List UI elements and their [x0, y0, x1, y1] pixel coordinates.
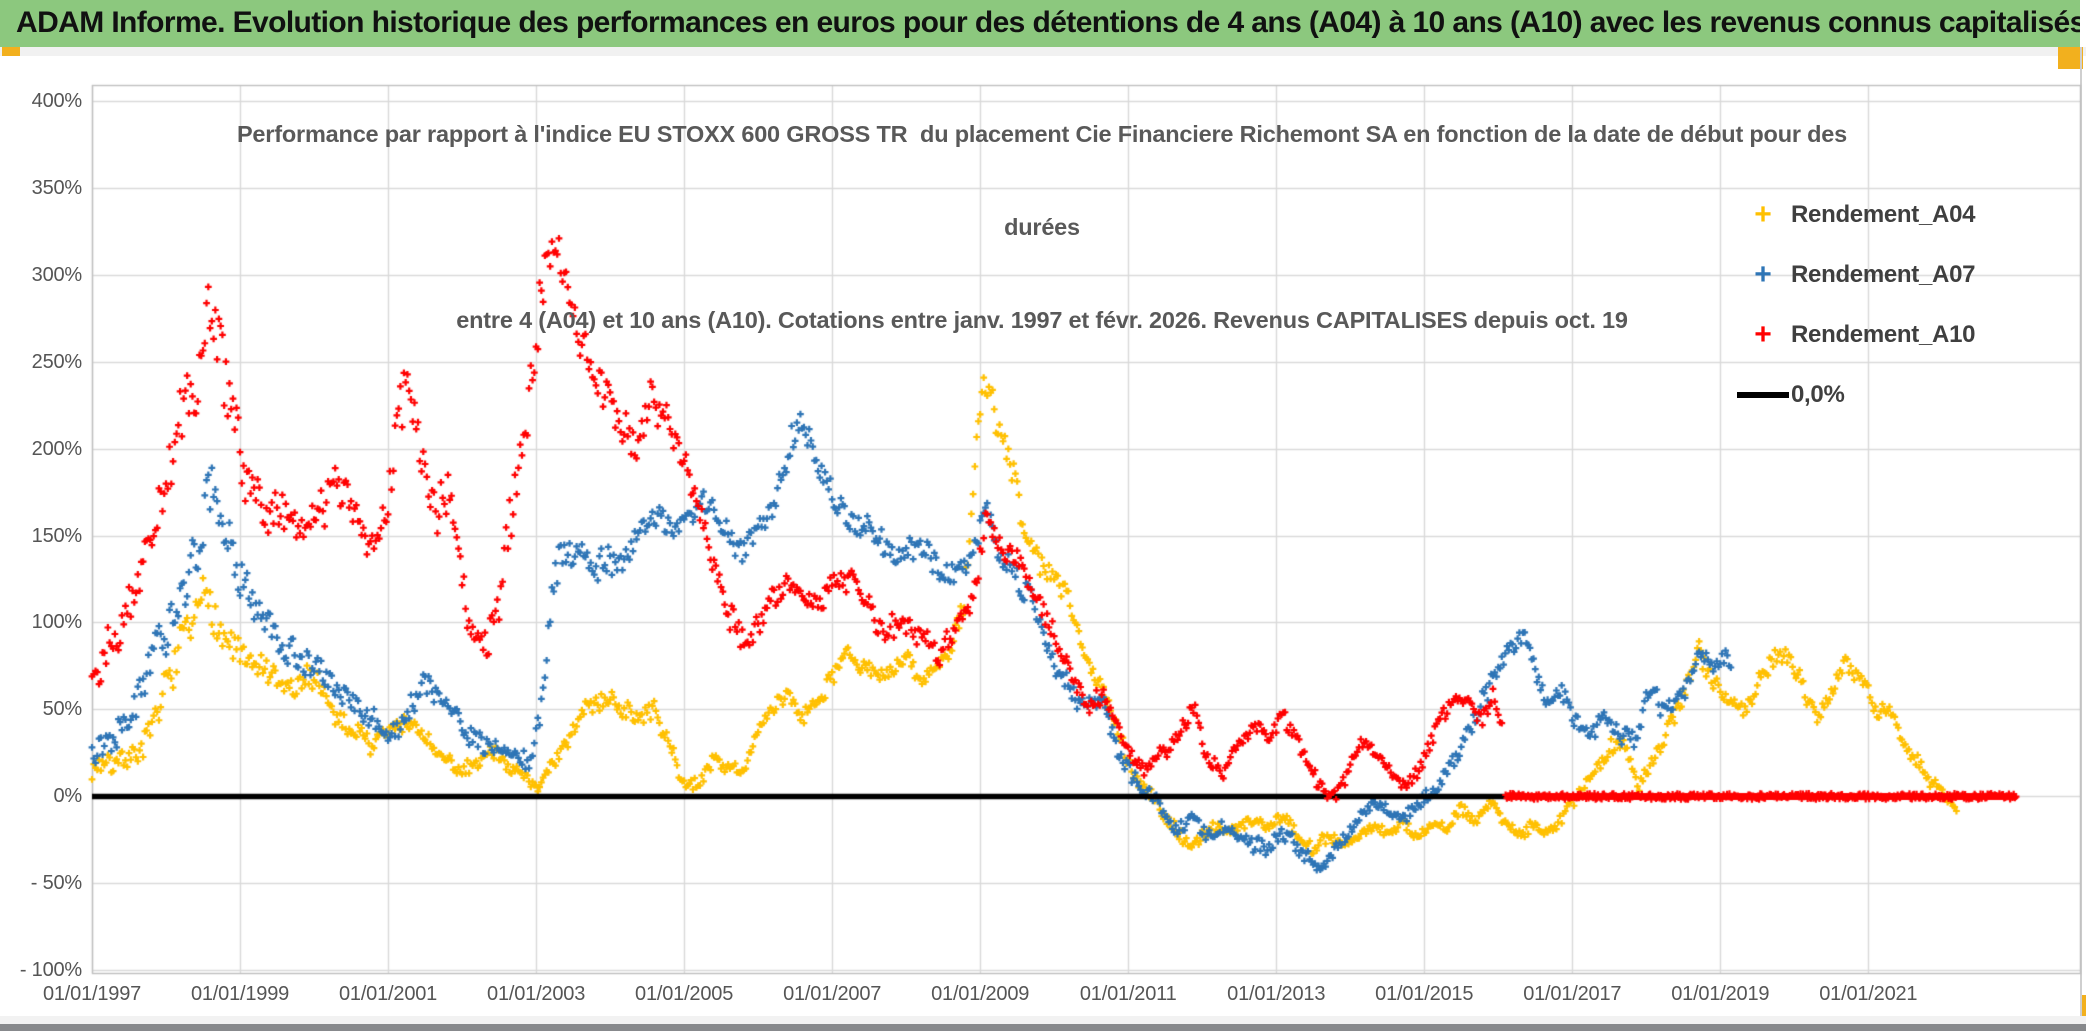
legend-label: 0,0% — [1791, 381, 1845, 408]
legend-label: Rendement_A04 — [1791, 201, 1976, 228]
x-tick-label: 01/01/2021 — [1819, 983, 1918, 1005]
chart-title-line-1: Performance par rapport à l'indice EU ST… — [236, 121, 1848, 147]
legend-item-rendement-a07[interactable]: + Rendement_A07 — [1735, 245, 1975, 305]
legend-item-zero-line[interactable]: 0,0% — [1735, 365, 1975, 425]
y-tick-label: 250% — [31, 350, 83, 373]
y-tick-label: 0% — [53, 785, 82, 808]
x-tick-label: 01/01/2017 — [1523, 983, 1622, 1005]
x-tick-label: 01/01/2003 — [487, 983, 586, 1005]
x-tick-label: 01/01/2005 — [635, 983, 734, 1005]
y-tick-label: 150% — [31, 524, 83, 547]
chart-title: Performance par rapport à l'indice EU ST… — [92, 57, 1992, 367]
zero-line-icon — [1737, 392, 1789, 398]
y-tick-label: 300% — [31, 263, 83, 286]
x-tick-label: 01/01/2001 — [338, 983, 438, 1005]
plus-marker-icon: + — [1754, 198, 1772, 231]
chart-title-line-2: durées — [1004, 214, 1080, 240]
x-tick-label: 01/01/1997 — [42, 983, 142, 1005]
x-tick-label: 01/01/1999 — [190, 983, 290, 1005]
legend-label: Rendement_A10 — [1791, 321, 1976, 348]
y-tick-label: 50% — [42, 698, 83, 721]
plus-marker-icon: + — [1754, 258, 1772, 291]
y-tick-label: 350% — [31, 176, 83, 199]
legend-item-rendement-a04[interactable]: + Rendement_A04 — [1735, 185, 1975, 245]
y-tick-label: - 50% — [30, 872, 82, 895]
y-tick-label: 100% — [31, 611, 83, 634]
chart-legend: + Rendement_A04 + Rendement_A07 + Rendem… — [1735, 185, 1975, 425]
legend-item-rendement-a10[interactable]: + Rendement_A10 — [1735, 305, 1975, 365]
y-tick-label: 400% — [31, 89, 83, 112]
x-tick-label: 01/01/2015 — [1375, 983, 1474, 1005]
x-tick-label: 01/01/2007 — [783, 983, 882, 1005]
x-tick-label: 01/01/2019 — [1671, 983, 1770, 1005]
x-tick-label: 01/01/2009 — [931, 983, 1030, 1005]
y-tick-label: - 100% — [19, 959, 82, 982]
plus-marker-icon: + — [1754, 318, 1772, 351]
y-tick-label: 200% — [31, 437, 83, 460]
x-tick-label: 01/01/2011 — [1079, 983, 1177, 1005]
chart-title-line-3: entre 4 (A04) et 10 ans (A10). Cotations… — [456, 307, 1628, 333]
legend-label: Rendement_A07 — [1791, 261, 1976, 288]
x-tick-label: 01/01/2013 — [1227, 983, 1326, 1005]
